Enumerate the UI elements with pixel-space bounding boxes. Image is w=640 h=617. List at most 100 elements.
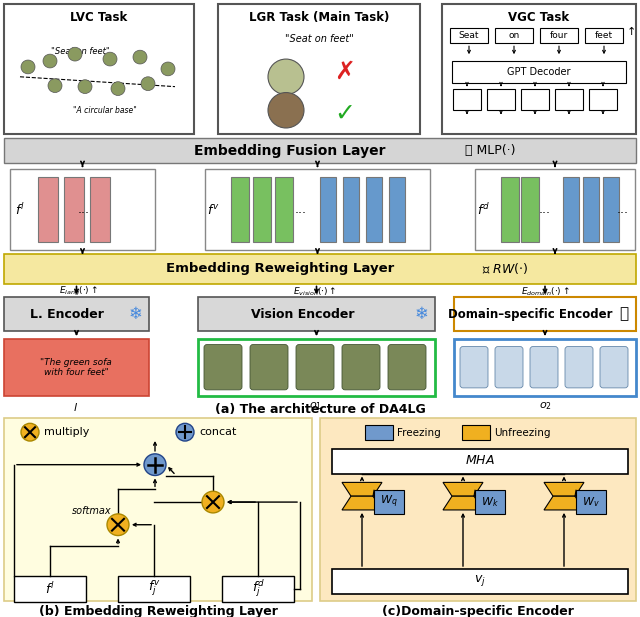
Circle shape xyxy=(68,48,82,61)
Bar xyxy=(366,177,382,242)
Text: 🔥 MLP(·): 🔥 MLP(·) xyxy=(465,144,515,157)
Circle shape xyxy=(21,60,35,74)
Text: L. Encoder: L. Encoder xyxy=(29,307,104,321)
Text: "Seat on feet": "Seat on feet" xyxy=(51,47,109,56)
Text: ↑: ↑ xyxy=(627,27,636,36)
Bar xyxy=(4,138,636,164)
Text: feet: feet xyxy=(595,31,613,40)
Text: "The green sofa
with four feet": "The green sofa with four feet" xyxy=(40,357,112,377)
Text: ✗: ✗ xyxy=(335,60,355,84)
FancyBboxPatch shape xyxy=(250,344,288,390)
Circle shape xyxy=(141,77,155,91)
Text: 🔥 $RW(\cdot)$: 🔥 $RW(\cdot)$ xyxy=(482,261,528,276)
FancyBboxPatch shape xyxy=(388,344,426,390)
Bar xyxy=(4,254,636,284)
Bar xyxy=(10,169,155,250)
Text: Unfreezing: Unfreezing xyxy=(494,428,550,438)
FancyBboxPatch shape xyxy=(460,347,488,388)
Bar xyxy=(521,89,549,110)
Bar xyxy=(218,4,420,134)
Text: $f^l$: $f^l$ xyxy=(15,202,25,218)
Bar xyxy=(389,177,405,242)
Bar xyxy=(475,491,505,514)
FancyBboxPatch shape xyxy=(204,344,242,390)
Bar xyxy=(589,89,617,110)
Text: "A circular base": "A circular base" xyxy=(73,106,137,115)
Bar xyxy=(332,569,628,594)
Bar xyxy=(198,339,435,395)
Circle shape xyxy=(78,80,92,94)
Text: Vision Encoder: Vision Encoder xyxy=(251,307,355,321)
Text: (b) Embedding Reweighting Layer: (b) Embedding Reweighting Layer xyxy=(38,605,277,617)
Bar xyxy=(64,177,84,242)
Circle shape xyxy=(21,423,39,441)
Text: $W_q$: $W_q$ xyxy=(380,494,398,510)
Bar xyxy=(205,169,430,250)
Bar xyxy=(585,28,623,43)
Text: on: on xyxy=(508,31,520,40)
Bar xyxy=(90,177,110,242)
Bar xyxy=(332,449,628,473)
Text: four: four xyxy=(550,31,568,40)
Text: (a) The architecture of DA4LG: (a) The architecture of DA4LG xyxy=(214,403,426,416)
Polygon shape xyxy=(443,482,483,496)
Text: $E_{lang}(\cdot)\uparrow$: $E_{lang}(\cdot)\uparrow$ xyxy=(59,285,97,298)
Circle shape xyxy=(133,50,147,64)
Text: $W_k$: $W_k$ xyxy=(481,495,499,509)
Bar xyxy=(576,491,606,514)
Bar xyxy=(442,4,636,134)
Circle shape xyxy=(103,52,117,66)
Circle shape xyxy=(161,62,175,76)
Text: 🔥: 🔥 xyxy=(620,307,628,321)
Bar xyxy=(563,177,579,242)
Bar xyxy=(320,177,336,242)
Bar xyxy=(452,61,626,83)
Circle shape xyxy=(107,514,129,536)
Text: Domain–specific Encoder: Domain–specific Encoder xyxy=(448,307,612,321)
Text: GPT Decoder: GPT Decoder xyxy=(508,67,571,77)
Bar xyxy=(4,418,312,600)
FancyBboxPatch shape xyxy=(565,347,593,388)
Bar xyxy=(4,297,149,331)
Text: Seat: Seat xyxy=(459,31,479,40)
Bar xyxy=(275,177,293,242)
Text: ...: ... xyxy=(78,203,90,216)
Text: $MHA$: $MHA$ xyxy=(465,454,495,467)
Bar xyxy=(118,576,190,602)
Text: softmax: softmax xyxy=(72,506,112,516)
Circle shape xyxy=(202,491,224,513)
Text: $o_2$: $o_2$ xyxy=(538,400,552,413)
Bar xyxy=(487,89,515,110)
Bar xyxy=(374,491,404,514)
Bar xyxy=(540,28,578,43)
Bar xyxy=(4,339,149,395)
Polygon shape xyxy=(342,482,382,496)
Text: $v_j$: $v_j$ xyxy=(474,573,486,589)
Bar xyxy=(253,177,271,242)
Text: LGR Task (Main Task): LGR Task (Main Task) xyxy=(249,11,389,24)
Bar xyxy=(231,177,249,242)
Text: $f_j^v$: $f_j^v$ xyxy=(148,579,161,598)
Bar xyxy=(14,576,86,602)
Text: $W_v$: $W_v$ xyxy=(582,495,600,509)
Bar xyxy=(454,297,636,331)
Polygon shape xyxy=(544,496,584,510)
Text: $f_j^d$: $f_j^d$ xyxy=(252,578,264,600)
Circle shape xyxy=(268,59,304,94)
Bar xyxy=(475,169,635,250)
Text: "Seat on feet": "Seat on feet" xyxy=(285,35,353,44)
Text: LVC Task: LVC Task xyxy=(70,11,127,24)
Bar xyxy=(450,28,488,43)
Bar xyxy=(453,89,481,110)
Text: ...: ... xyxy=(617,203,629,216)
Text: (c)Domain-specific Encoder: (c)Domain-specific Encoder xyxy=(382,605,574,617)
Text: $E_{domain}(\cdot)\uparrow$: $E_{domain}(\cdot)\uparrow$ xyxy=(520,285,570,297)
Text: $l$: $l$ xyxy=(74,400,79,413)
Bar xyxy=(555,89,583,110)
Bar xyxy=(501,177,519,242)
Text: concat: concat xyxy=(199,427,236,437)
Circle shape xyxy=(176,423,194,441)
Circle shape xyxy=(48,79,62,93)
Text: ...: ... xyxy=(539,203,551,216)
Text: ✓: ✓ xyxy=(335,101,355,125)
